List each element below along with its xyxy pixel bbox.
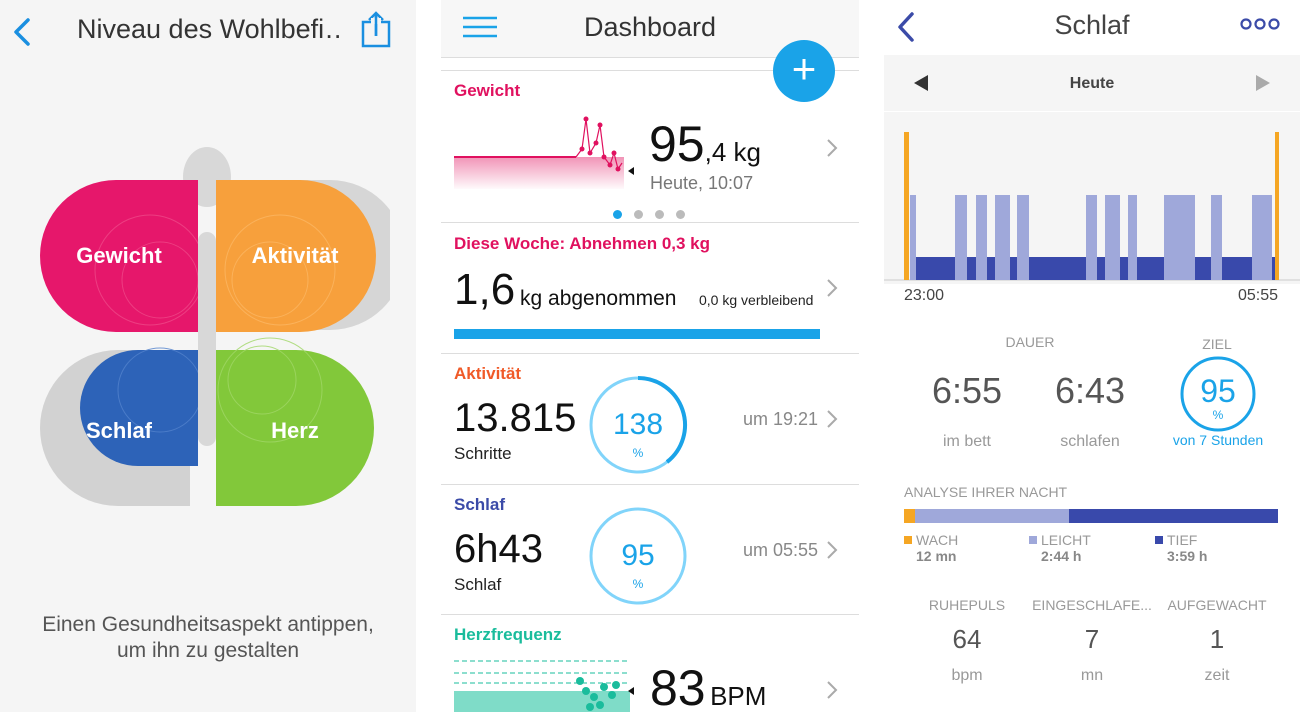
sleep-card[interactable]: Schlaf 6h43 Schlaf 95 % um 05:55 <box>441 484 859 614</box>
sleep-duration: 6:43 <box>1054 370 1126 411</box>
sleep-label: schlafen <box>1060 433 1120 450</box>
chevron-left-icon[interactable] <box>8 12 36 52</box>
hint-text: Einen Gesundheitsaspekt antippen, um ihn… <box>42 613 374 662</box>
goal-progress-ring <box>1180 356 1256 432</box>
heart-value: 83 BPM <box>650 660 767 712</box>
stat-value-fell-asleep: 7 <box>1084 624 1100 654</box>
bed-label: im bett <box>942 433 991 450</box>
goal-label: ZIEL <box>1202 336 1232 352</box>
sleep-progress-ring <box>589 507 687 605</box>
card-label-heart: Herzfrequenz <box>454 625 562 644</box>
wing-herz[interactable]: Herz <box>216 337 374 506</box>
week-value: 1,6 <box>454 265 516 314</box>
wellbeing-butterfly: Gewicht Aktivität Schlaf Herz <box>40 147 390 506</box>
stat-unit-fell-asleep: mn <box>1080 667 1104 684</box>
sleep-unit: Schlaf <box>454 575 502 594</box>
butterfly-body <box>198 232 216 446</box>
wing-aktivitaet[interactable]: Aktivität <box>216 180 376 332</box>
activity-progress-ring <box>589 376 687 474</box>
analysis-segment-leicht <box>915 509 1069 523</box>
start-time: 23:00 <box>904 287 945 304</box>
activity-unit: Schritte <box>454 444 512 463</box>
hamburger-menu-icon[interactable] <box>463 15 497 39</box>
week-remaining: 0,0 kg verbleibend <box>699 292 814 308</box>
card-label-sleep: Schlaf <box>454 495 506 514</box>
end-time: 05:55 <box>1238 287 1279 304</box>
page-title: Niveau des Wohlbefi… <box>77 14 341 44</box>
carousel-dots[interactable] <box>613 206 697 224</box>
chevron-right-icon <box>827 279 838 297</box>
add-button[interactable]: + <box>773 40 835 102</box>
stat-label-woke-up: AUFGEWACHT <box>1167 597 1267 613</box>
stat-unit-woke-up: zeit <box>1204 667 1230 684</box>
date-selector <box>884 55 1300 111</box>
analysis-title: ANALYSE IHRER NACHT <box>904 484 1068 500</box>
sleep-detail-screen: Schlaf Heute <box>884 0 1300 712</box>
dashboard-screen: Dashboard Gewicht 95,4 kg Heute, 10: <box>441 0 859 712</box>
stat-label-resting-pulse: RUHEPULS <box>928 597 1006 613</box>
card-label-weight: Gewicht <box>454 81 521 100</box>
bed-duration: 6:55 <box>931 370 1003 411</box>
weekly-goal-card[interactable]: Diese Woche: Abnehmen 0,3 kg 1,6 kg abge… <box>441 222 859 353</box>
sleep-timeline-chart <box>884 112 1300 284</box>
more-options-icon[interactable] <box>1240 14 1280 34</box>
sleep-percent: 95 <box>621 539 655 572</box>
stat-value-woke-up: 1 <box>1209 624 1225 654</box>
legend-wach: WACH <box>904 532 958 548</box>
goal-percent-sign: % <box>1212 408 1224 422</box>
weight-value: 95,4 kg <box>649 116 761 172</box>
analysis-segment-tief <box>1068 509 1278 523</box>
week-progress-fill <box>454 329 820 339</box>
week-unit: kg abgenommen <box>520 287 677 310</box>
next-day-icon[interactable] <box>1254 74 1272 92</box>
page-title: Schlaf <box>1054 10 1130 40</box>
legend-wach-value: 12 mn <box>916 548 957 564</box>
activity-time: um 19:21 <box>743 409 819 429</box>
heart-rate-chart <box>454 660 634 712</box>
activity-value: 13.815 <box>454 396 577 440</box>
wing-label-schlaf: Schlaf <box>86 418 153 443</box>
sleep-percent-sign: % <box>632 577 644 591</box>
chevron-right-icon <box>827 410 838 428</box>
date-label: Heute <box>1069 75 1115 92</box>
sleep-value: 6h43 <box>454 527 543 571</box>
chevron-right-icon <box>827 541 838 559</box>
weight-timestamp: Heute, 10:07 <box>650 173 754 193</box>
wing-label-herz: Herz <box>271 418 319 443</box>
activity-percent-sign: % <box>632 446 644 460</box>
activity-card[interactable]: Aktivität 13.815 Schritte 138 % um 19:21 <box>441 353 859 484</box>
goal-description: von 7 Stunden <box>1172 432 1264 448</box>
week-progress-bar <box>454 329 820 339</box>
legend-tief: TIEF <box>1155 532 1197 548</box>
legend-leicht: LEICHT <box>1029 532 1091 548</box>
previous-day-icon[interactable] <box>912 74 930 92</box>
wing-gewicht[interactable]: Gewicht <box>40 180 206 332</box>
duration-label: DAUER <box>1005 334 1055 350</box>
wellbeing-screen: Niveau des Wohlbefi… Gewicht Aktivität <box>0 0 416 712</box>
share-icon[interactable] <box>358 10 394 50</box>
stat-label-fell-asleep: EINGESCHLAFE... <box>1032 597 1152 613</box>
card-label-activity: Aktivität <box>454 364 522 383</box>
goal-percent: 95 <box>1200 373 1236 409</box>
legend-tief-value: 3:59 h <box>1167 548 1208 564</box>
stat-unit-resting-pulse: bpm <box>951 667 983 684</box>
activity-percent: 138 <box>612 408 664 441</box>
analysis-segment-wach <box>904 509 916 523</box>
card-label-week: Diese Woche: Abnehmen 0,3 kg <box>454 234 711 253</box>
page-title: Dashboard <box>583 12 717 42</box>
analysis-bar <box>904 509 1278 523</box>
wing-label-gewicht: Gewicht <box>76 243 162 268</box>
legend-leicht-value: 2:44 h <box>1041 548 1082 564</box>
heart-rate-card[interactable]: Herzfrequenz 83 BPM <box>441 614 859 712</box>
stat-value-resting-pulse: 64 <box>952 624 982 654</box>
wing-label-aktivitaet: Aktivität <box>252 243 339 268</box>
sleep-time: um 05:55 <box>743 540 819 560</box>
chevron-right-icon <box>827 139 838 157</box>
chevron-left-icon[interactable] <box>892 10 920 44</box>
weight-trend-chart <box>454 116 634 189</box>
chevron-right-icon <box>827 681 838 699</box>
